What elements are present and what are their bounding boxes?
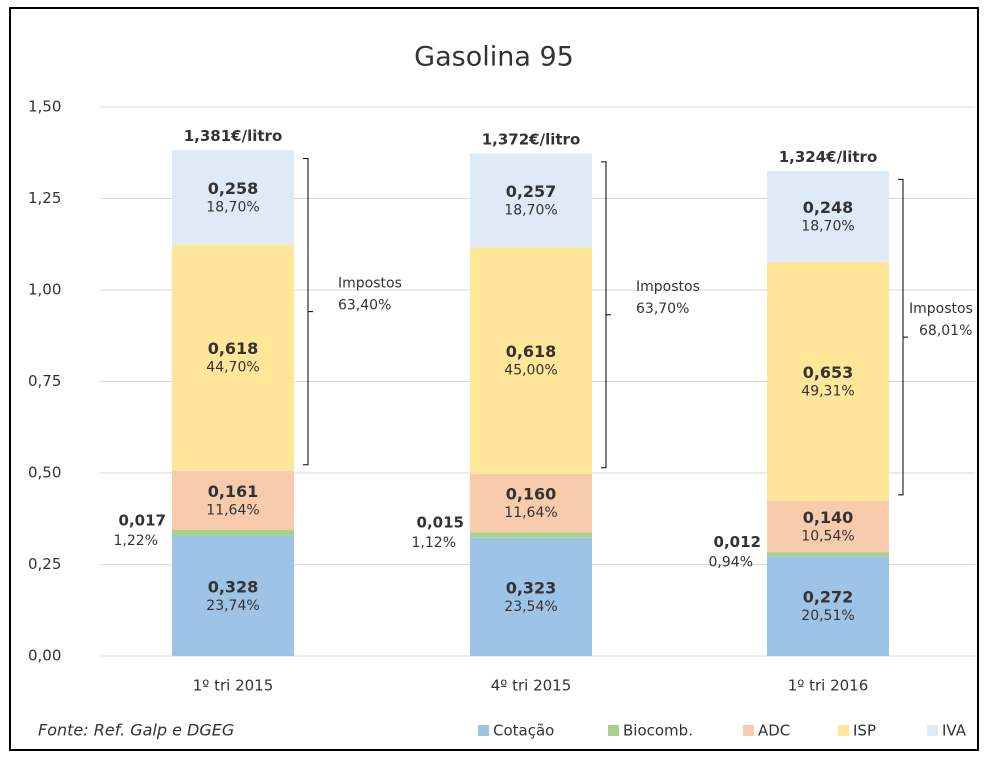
share-label: 44,70% [206,360,259,376]
share-label: 18,70% [801,218,854,234]
value-label: 0,653 [803,363,854,382]
bar-segment [470,532,592,538]
x-tick-label: 1º tri 2016 [788,677,869,695]
y-tick-label: 1,00 [28,281,61,299]
bar-segment [470,537,592,656]
value-label: 0,328 [208,577,259,596]
y-tick-label: 1,25 [28,189,61,207]
total-label: 1,372€/litro [482,130,581,148]
value-label: 0,012 [714,533,761,551]
value-label: 0,323 [506,578,557,597]
value-label: 0,248 [803,198,854,217]
legend-label: ISP [853,722,876,740]
share-label: 23,54% [504,599,557,615]
bar-segment [470,247,592,474]
share-label: 18,70% [206,199,259,215]
bar-segment [767,261,889,501]
legend-swatch [608,725,619,736]
share-label: 11,64% [504,505,557,521]
y-tick-label: 0,50 [28,464,61,482]
x-tick-label: 4º tri 2015 [491,677,572,695]
value-label: 0,618 [208,339,259,358]
share-label: 1,12% [412,535,456,551]
legend-swatch [478,725,489,736]
bar-segment [172,470,294,530]
value-label: 0,258 [208,179,259,198]
bar-segment [767,552,889,557]
share-label: 1,22% [114,533,158,549]
y-tick-label: 0,25 [28,555,61,573]
legend-swatch [838,725,849,736]
value-label: 0,272 [803,588,854,607]
value-label: 0,618 [506,342,557,361]
bar-segment [172,150,294,245]
legend-label: Cotação [493,722,554,740]
value-label: 0,140 [803,508,854,527]
value-label: 0,160 [506,485,557,504]
tax-label: Impostos [636,279,700,295]
tax-share-label: 63,40% [338,298,391,314]
bar-segment [470,153,592,248]
tax-share-label: 63,70% [636,301,689,317]
share-label: 11,64% [206,502,259,518]
y-tick-label: 0,00 [28,647,61,665]
share-label: 10,54% [801,528,854,544]
share-label: 0,94% [709,554,753,570]
legend-swatch [743,725,754,736]
tax-share-label: 68,01% [919,323,972,339]
value-label: 0,017 [119,511,166,529]
tax-bracket [601,161,611,469]
bar-segment [172,535,294,656]
legend-label: Biocomb. [623,722,693,740]
share-label: 23,74% [206,598,259,614]
legend-label: ADC [758,722,790,740]
tax-bracket [898,178,908,496]
legend-label: IVA [942,722,967,740]
x-tick-label: 1º tri 2015 [193,677,274,695]
total-label: 1,324€/litro [779,148,878,166]
tax-label: Impostos [338,276,402,292]
bar-segment [172,244,294,471]
share-label: 49,31% [801,383,854,399]
legend-swatch [927,725,938,736]
bar-segment [470,473,592,533]
y-tick-label: 1,50 [28,98,61,116]
total-label: 1,381€/litro [184,127,283,145]
share-label: 45,00% [504,363,557,379]
value-label: 0,161 [208,482,259,501]
share-label: 20,51% [801,608,854,624]
value-label: 0,015 [417,514,464,532]
value-label: 0,257 [506,182,557,201]
tax-bracket [303,158,313,466]
tax-label: Impostos [909,301,973,317]
bar-segment [767,556,889,656]
y-tick-label: 0,75 [28,372,61,390]
bar-segment [767,171,889,262]
share-label: 18,70% [504,203,557,219]
chart-title: Gasolina 95 [414,42,574,73]
bar-segment [172,529,294,536]
bar-segment [767,500,889,553]
source: Fonte: Ref. Galp e DGEG [38,721,234,740]
